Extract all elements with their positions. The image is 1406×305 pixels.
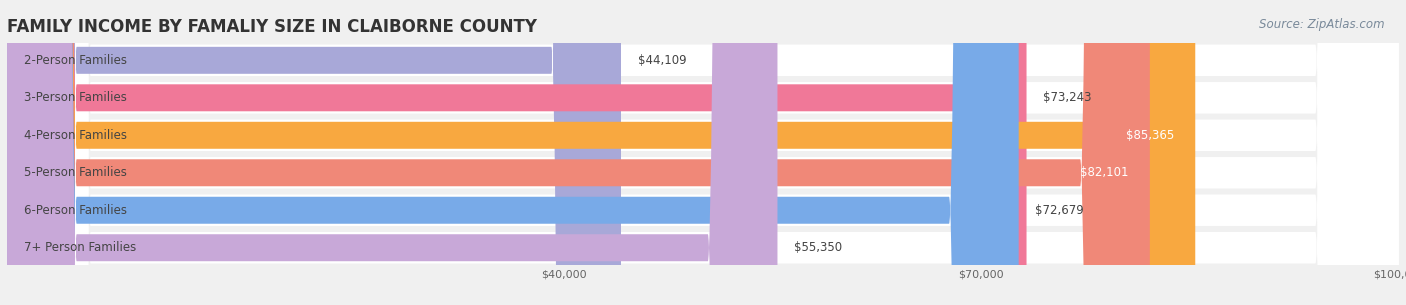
FancyBboxPatch shape — [7, 0, 778, 305]
FancyBboxPatch shape — [7, 0, 1019, 305]
FancyBboxPatch shape — [7, 0, 1195, 305]
Text: 7+ Person Families: 7+ Person Families — [24, 241, 136, 254]
FancyBboxPatch shape — [7, 0, 1399, 305]
Text: Source: ZipAtlas.com: Source: ZipAtlas.com — [1260, 18, 1385, 31]
Text: $55,350: $55,350 — [794, 241, 842, 254]
Text: $72,679: $72,679 — [1035, 204, 1084, 217]
FancyBboxPatch shape — [7, 0, 1399, 305]
FancyBboxPatch shape — [7, 0, 1399, 305]
Text: 6-Person Families: 6-Person Families — [24, 204, 127, 217]
Text: 2-Person Families: 2-Person Families — [24, 54, 127, 67]
Text: $85,365: $85,365 — [1126, 129, 1174, 142]
FancyBboxPatch shape — [7, 0, 1026, 305]
Text: $44,109: $44,109 — [638, 54, 686, 67]
Text: FAMILY INCOME BY FAMALIY SIZE IN CLAIBORNE COUNTY: FAMILY INCOME BY FAMALIY SIZE IN CLAIBOR… — [7, 18, 537, 36]
Text: 3-Person Families: 3-Person Families — [24, 91, 127, 104]
FancyBboxPatch shape — [7, 0, 1399, 305]
Text: 5-Person Families: 5-Person Families — [24, 166, 127, 179]
Text: $73,243: $73,243 — [1043, 91, 1091, 104]
FancyBboxPatch shape — [7, 0, 1399, 305]
Text: $82,101: $82,101 — [1080, 166, 1129, 179]
Text: 4-Person Families: 4-Person Families — [24, 129, 127, 142]
FancyBboxPatch shape — [7, 0, 1150, 305]
FancyBboxPatch shape — [7, 0, 621, 305]
FancyBboxPatch shape — [7, 0, 1399, 305]
